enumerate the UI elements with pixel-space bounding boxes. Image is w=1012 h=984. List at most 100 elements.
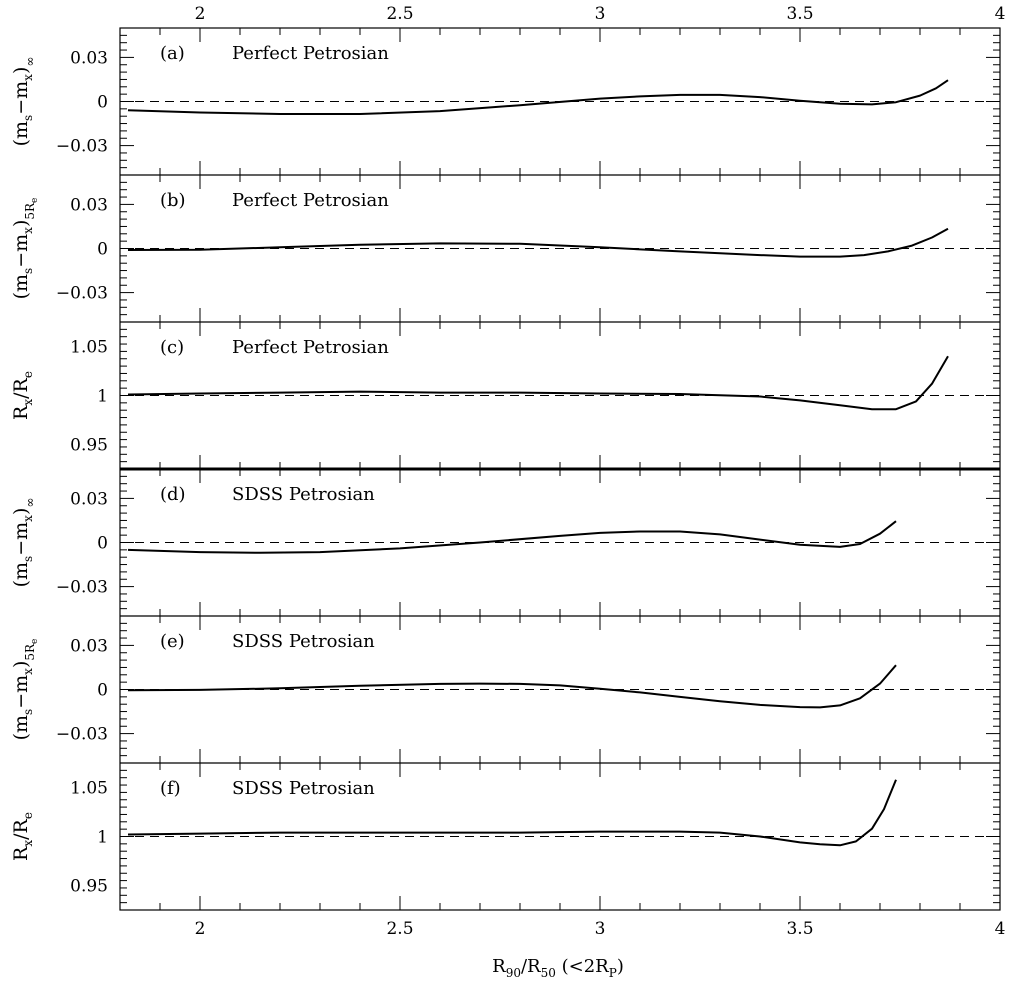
- panel-label: (f): [160, 778, 181, 799]
- panel-label: (d): [160, 484, 186, 505]
- y-axis-label-sub: e: [30, 198, 40, 203]
- y-tick-label: 0: [97, 240, 108, 260]
- panel-name: Perfect Petrosian: [232, 337, 389, 358]
- x-axis-label-tail: (<2R: [556, 956, 609, 977]
- y-axis-label-main: (m: [10, 121, 32, 146]
- series-line: [127, 79, 949, 115]
- x-axis-label-sub3: P: [609, 966, 617, 980]
- top-axis-tick-labels: 2 2.5 3 3.5 4: [195, 4, 1006, 24]
- series-line: [127, 779, 897, 847]
- panel-c: 0.95 1 1.05 (c) Perfect Petrosian Rx/Re: [10, 321, 1001, 469]
- top-x-tick-label: 4: [995, 4, 1006, 24]
- y-tick-label: 1: [97, 387, 108, 407]
- y-tick-label: −0.03: [56, 578, 108, 598]
- y-tick-label: 0.03: [70, 195, 108, 215]
- y-axis-label-sub: s: [21, 556, 35, 562]
- y-axis-label-tail: ): [10, 508, 32, 515]
- top-x-tick-label: 2: [195, 4, 206, 24]
- y-axis-label-mid: /R: [10, 377, 32, 398]
- y-axis-label: (ms−mx)5Re: [10, 639, 40, 741]
- y-axis-label-sub: e: [21, 371, 35, 378]
- panel-b: −0.03 0 0.03 (b) Perfect Petrosian (ms−mx)5Re: [10, 174, 1001, 322]
- panel-name: Perfect Petrosian: [232, 190, 389, 211]
- x-axis-label: R90/R50 (<2RP): [492, 956, 624, 980]
- y-axis-label-mid: /R: [10, 818, 32, 839]
- panel-label: (b): [160, 190, 186, 211]
- y-tick-label: 0: [97, 93, 108, 113]
- panel-label: (e): [160, 631, 185, 652]
- y-tick-label: 0: [97, 681, 108, 701]
- x-axis-label-mid: /R: [521, 956, 541, 977]
- y-axis-label-mid: −m: [10, 234, 32, 268]
- bottom-x-tick-label: 4: [995, 919, 1006, 939]
- bottom-x-tick-label: 2: [195, 919, 206, 939]
- y-tick-label: 0.03: [70, 48, 108, 68]
- y-axis-label-sub: x: [21, 227, 35, 234]
- panel-name: Perfect Petrosian: [232, 43, 389, 64]
- y-tick-label: 0.03: [70, 636, 108, 656]
- y-tick-label: −0.03: [56, 284, 108, 304]
- y-axis-label-sub: ∞: [23, 57, 37, 67]
- y-axis-label-tail: ): [10, 67, 32, 74]
- x-axis-label-end: ): [617, 956, 624, 977]
- panel-label: (c): [160, 337, 184, 358]
- y-axis-label-tail: ): [10, 661, 32, 668]
- x-axis-label-main: R: [492, 956, 506, 977]
- top-x-tick-label: 2.5: [386, 4, 413, 24]
- top-x-tick-label: 3: [595, 4, 606, 24]
- y-axis-label-sub: x: [21, 668, 35, 675]
- bottom-x-tick-label: 2.5: [386, 919, 413, 939]
- series-line: [127, 355, 949, 411]
- y-axis-label-main: R: [10, 846, 32, 861]
- y-axis-label-sub: s: [21, 115, 35, 121]
- panel-name: SDSS Petrosian: [232, 484, 375, 505]
- y-axis-label: Rx/Re: [10, 371, 35, 420]
- y-axis-label-tail: ): [10, 220, 32, 227]
- y-tick-label: −0.03: [56, 137, 108, 157]
- series-line: [127, 520, 897, 554]
- y-axis-label: (ms−mx)5Re: [10, 198, 40, 300]
- y-tick-label: 0.95: [70, 436, 108, 456]
- y-axis-label: (ms−mx)∞: [10, 498, 37, 588]
- y-axis-label-main: (m: [10, 715, 32, 740]
- y-axis-label-sub: 5R: [23, 643, 37, 661]
- y-tick-label: 0.95: [70, 877, 108, 897]
- y-axis-label-sub: s: [21, 268, 35, 274]
- y-axis-label-sub: x: [21, 840, 35, 847]
- y-tick-label: 0.03: [70, 489, 108, 509]
- y-axis-label-sub: x: [21, 515, 35, 522]
- y-axis-label-sub: 5R: [23, 202, 37, 220]
- panel-f: 0.95 1 1.05 (f) SDSS Petrosian Rx/Re: [10, 762, 1001, 910]
- bottom-axis-tick-labels: 2 2.5 3 3.5 4: [195, 919, 1006, 939]
- panel-a: −0.03 0 0.03 (a) Perfect Petrosian (ms−mx)∞: [10, 28, 1001, 175]
- y-axis-label: Rx/Re: [10, 812, 35, 861]
- y-tick-label: 1.05: [70, 338, 108, 358]
- bottom-x-tick-label: 3.5: [786, 919, 813, 939]
- y-tick-label: −0.03: [56, 725, 108, 745]
- plot-frame: [119, 27, 1001, 911]
- top-x-tick-label: 3.5: [786, 4, 813, 24]
- y-axis-label-sub: s: [21, 709, 35, 715]
- y-axis-label-mid: −m: [10, 81, 32, 115]
- panel-name: SDSS Petrosian: [232, 631, 375, 652]
- y-axis-label-main: (m: [10, 274, 32, 299]
- series-line: [127, 227, 949, 258]
- panel-e: −0.03 0 0.03 (e) SDSS Petrosian (ms−mx)5Re: [10, 615, 1001, 763]
- x-axis-label-sub2: 50: [541, 966, 556, 980]
- y-tick-label: 1: [97, 828, 108, 848]
- y-axis-label-main: (m: [10, 562, 32, 587]
- y-axis-label-sub: ∞: [23, 498, 37, 508]
- bottom-x-tick-label: 3: [595, 919, 606, 939]
- y-axis-label-sub: e: [21, 812, 35, 819]
- x-axis-label-sub1: 90: [506, 966, 521, 980]
- y-tick-label: 1.05: [70, 779, 108, 799]
- y-axis-label-mid: −m: [10, 675, 32, 709]
- y-axis-label-mid: −m: [10, 522, 32, 556]
- y-axis-label-sub: e: [30, 639, 40, 644]
- y-axis-label-main: R: [10, 405, 32, 420]
- y-axis-label: (ms−mx)∞: [10, 57, 37, 147]
- y-tick-label: 0: [97, 534, 108, 554]
- panel-label: (a): [160, 43, 185, 64]
- panel-name: SDSS Petrosian: [232, 778, 375, 799]
